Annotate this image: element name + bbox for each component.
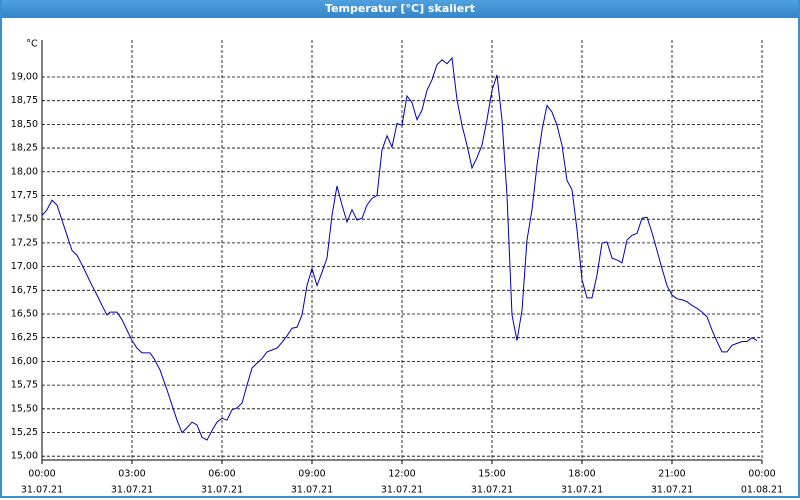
y-tick-label: 19,00 bbox=[11, 71, 38, 82]
x-tick-label: 12:00 bbox=[388, 469, 415, 480]
x-tick-label: 00:00 bbox=[748, 469, 775, 480]
y-tick-label: 18,25 bbox=[11, 143, 38, 154]
y-tick-label: 17,00 bbox=[11, 261, 38, 272]
y-tick-label: 18,50 bbox=[11, 119, 38, 130]
y-tick-label: 16,00 bbox=[11, 356, 38, 367]
title-bar: Temperatur [°C] skaliert bbox=[2, 0, 798, 18]
y-tick-label: 16,75 bbox=[11, 285, 38, 296]
x-tick-label: 03:00 bbox=[118, 469, 145, 480]
y-tick-label: 18,75 bbox=[11, 95, 38, 106]
data-line bbox=[41, 56, 758, 441]
y-tick-label: 15,00 bbox=[11, 451, 38, 462]
y-tick-label: 18,00 bbox=[11, 166, 38, 177]
y-tick-label: 15,25 bbox=[11, 427, 38, 438]
y-tick-label: 16,50 bbox=[11, 308, 38, 319]
x-tick-date: 01.08.21 bbox=[741, 485, 783, 496]
x-tick-label: 00:00 bbox=[28, 469, 55, 480]
y-axis-label: °C bbox=[26, 39, 38, 50]
x-tick-date: 31.07.21 bbox=[651, 485, 693, 496]
x-tick-date: 31.07.21 bbox=[21, 485, 63, 496]
x-tick-label: 09:00 bbox=[298, 469, 325, 480]
x-tick-date: 31.07.21 bbox=[561, 485, 603, 496]
x-tick-label: 18:00 bbox=[568, 469, 595, 480]
y-tick-label: 16,25 bbox=[11, 332, 38, 343]
x-tick-date: 31.07.21 bbox=[201, 485, 243, 496]
x-tick-date: 31.07.21 bbox=[381, 485, 423, 496]
x-tick-date: 31.07.21 bbox=[471, 485, 513, 496]
x-tick-label: 21:00 bbox=[658, 469, 685, 480]
y-tick-label: 15,50 bbox=[11, 403, 38, 414]
y-tick-label: 17,75 bbox=[11, 190, 38, 201]
x-tick-label: 06:00 bbox=[208, 469, 235, 480]
y-tick-label: 17,25 bbox=[11, 237, 38, 248]
x-tick-label: 15:00 bbox=[478, 469, 505, 480]
x-tick-date: 31.07.21 bbox=[291, 485, 333, 496]
x-tick-date: 31.07.21 bbox=[111, 485, 153, 496]
y-tick-label: 17,50 bbox=[11, 214, 38, 225]
y-tick-label: 15,75 bbox=[11, 380, 38, 391]
